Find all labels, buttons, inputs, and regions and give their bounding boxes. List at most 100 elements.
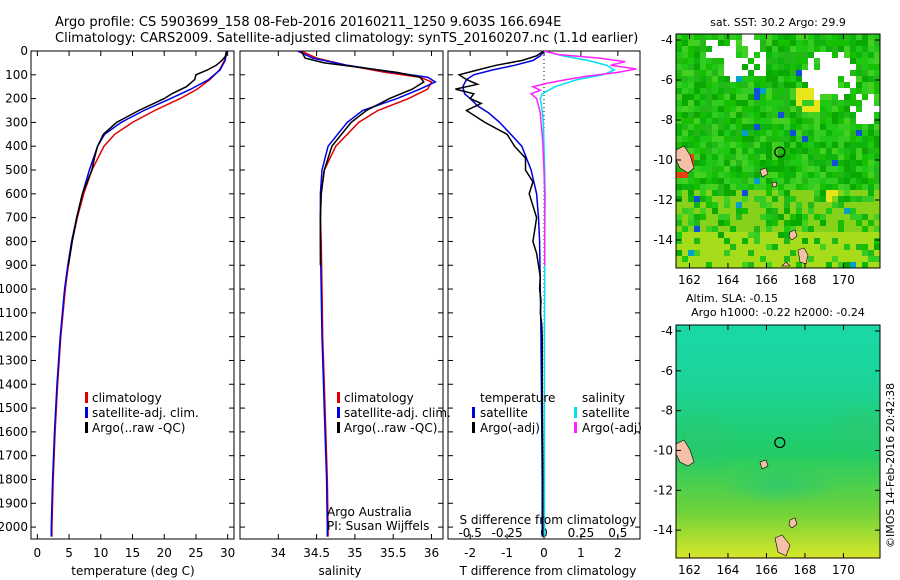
sst-cell (790, 76, 796, 82)
sst-cell (826, 82, 832, 88)
sst-cell (838, 160, 844, 166)
sst-cell (796, 238, 802, 244)
sst-cell (724, 46, 730, 52)
sst-cell (748, 262, 754, 268)
x-tick-label: 34.5 (303, 546, 330, 560)
sst-cell (850, 190, 856, 196)
sst-cell (760, 106, 766, 112)
sst-cell (874, 154, 880, 160)
sst-cell (778, 40, 784, 46)
sst-cell (718, 142, 724, 148)
sst-cell (760, 154, 766, 160)
sst-cell (754, 136, 760, 142)
sst-cell (718, 214, 724, 220)
sst-cell (790, 136, 796, 142)
sst-cell (850, 208, 856, 214)
sst-cell (706, 226, 712, 232)
sst-cell (844, 202, 850, 208)
sst-cell (850, 82, 856, 88)
sst-cell (676, 136, 682, 142)
sst-cell (796, 256, 802, 262)
sst-cell (682, 82, 688, 88)
sst-cell (754, 166, 760, 172)
sst-cell (772, 106, 778, 112)
sst-cell (784, 118, 790, 124)
sst-cell (790, 82, 796, 88)
sst-cell (700, 76, 706, 82)
sst-cell (766, 82, 772, 88)
sst-cell (802, 220, 808, 226)
sst-cell (712, 214, 718, 220)
sst-cell (700, 238, 706, 244)
T-tick-label: -2 (464, 546, 476, 560)
sst-cell (766, 184, 772, 190)
sst-cell (772, 208, 778, 214)
sst-cell (718, 184, 724, 190)
sst-cell (724, 238, 730, 244)
sst-cell (760, 178, 766, 184)
sst-cell (724, 208, 730, 214)
land-mass (771, 181, 778, 188)
sst-cell (826, 238, 832, 244)
sst-cell (790, 40, 796, 46)
sst-cell (850, 88, 856, 94)
sst-cell (688, 106, 694, 112)
sst-cell (862, 208, 868, 214)
sst-cell (748, 70, 754, 76)
sst-cell (868, 262, 874, 268)
series-line-argo-raw-qc- (300, 51, 425, 266)
sst-cell (724, 82, 730, 88)
sst-cell (832, 238, 838, 244)
sla-heatmap (676, 325, 880, 558)
sst-cell (838, 208, 844, 214)
sst-cell (844, 166, 850, 172)
sst-cell (856, 196, 862, 202)
sst-cell (802, 124, 808, 130)
sst-cell (832, 166, 838, 172)
sst-cell (844, 208, 850, 214)
sst-cell (778, 136, 784, 142)
sst-cell (856, 118, 862, 124)
sst-cell (796, 100, 802, 106)
sst-cell (820, 190, 826, 196)
sst-cell (820, 250, 826, 256)
sst-cell (772, 232, 778, 238)
sst-cell (850, 262, 856, 268)
sst-cell (874, 40, 880, 46)
sst-cell (688, 52, 694, 58)
sst-cell (736, 76, 742, 82)
sst-cell (850, 64, 856, 70)
sst-cell (736, 190, 742, 196)
sst-cell (748, 64, 754, 70)
sst-cell (862, 76, 868, 82)
sst-cell (826, 88, 832, 94)
sst-cell (790, 34, 796, 40)
sst-cell (820, 232, 826, 238)
sst-cell (802, 154, 808, 160)
sst-cell (802, 136, 808, 142)
sst-cell (706, 130, 712, 136)
sst-cell (766, 100, 772, 106)
sst-cell (832, 256, 838, 262)
sst-cell (730, 118, 736, 124)
sst-cell (706, 160, 712, 166)
sst-cell (718, 178, 724, 184)
longitude-label: 170 (832, 563, 855, 577)
sst-cell (796, 130, 802, 136)
sst-cell (802, 148, 808, 154)
sst-map-title: sat. SST: 30.2 Argo: 29.9 (710, 16, 846, 29)
sst-cell (766, 178, 772, 184)
sst-cell (856, 34, 862, 40)
sst-cell (784, 178, 790, 184)
sst-cell (736, 172, 742, 178)
salinity-axes-frame (239, 50, 444, 540)
sst-cell (868, 82, 874, 88)
sst-cell (784, 82, 790, 88)
sst-cell (724, 262, 730, 268)
sst-cell (736, 226, 742, 232)
sst-cell (760, 202, 766, 208)
sst-cell (808, 232, 814, 238)
sst-cell (796, 154, 802, 160)
sst-cell (712, 52, 718, 58)
sst-cell (718, 124, 724, 130)
